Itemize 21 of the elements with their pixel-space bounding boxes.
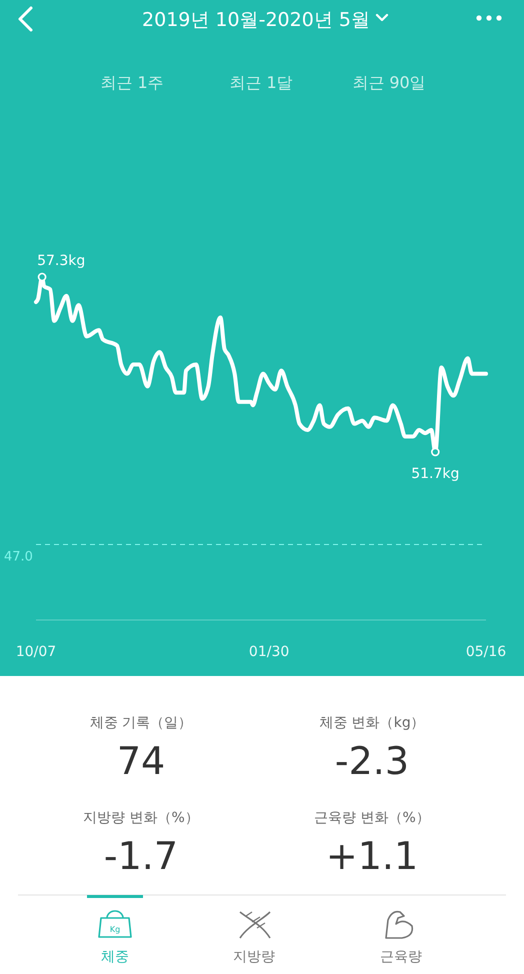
text: 체중 변화（kg） bbox=[319, 715, 425, 731]
text: 체중 bbox=[101, 949, 129, 965]
text: 근육량 변화（%） bbox=[314, 810, 430, 826]
text: 체중 기록（일） bbox=[90, 715, 192, 731]
text: 최근 1주 bbox=[100, 73, 164, 92]
text: 최근 1달 bbox=[229, 73, 293, 92]
x-tick-label: 10/07 bbox=[16, 644, 56, 660]
text: 지방량 bbox=[233, 949, 275, 965]
text: -1.7 bbox=[104, 834, 178, 878]
text: 근육량 bbox=[380, 949, 422, 965]
x-tick-label: 05/16 bbox=[466, 644, 506, 660]
text: -2.3 bbox=[334, 739, 410, 783]
text: 74 bbox=[116, 739, 166, 783]
x-tick-label: 01/30 bbox=[248, 644, 290, 660]
text: 지방량 변화（%） bbox=[83, 810, 199, 826]
text: +1.1 bbox=[326, 834, 418, 878]
text: 47.0 bbox=[4, 550, 33, 565]
annotation: 51.7kg bbox=[411, 466, 460, 482]
chart-title: 2019년 10월-2020년 5월 bbox=[142, 9, 370, 31]
text: 최근 90일 bbox=[352, 73, 426, 92]
annotation: 57.3kg bbox=[37, 253, 86, 269]
